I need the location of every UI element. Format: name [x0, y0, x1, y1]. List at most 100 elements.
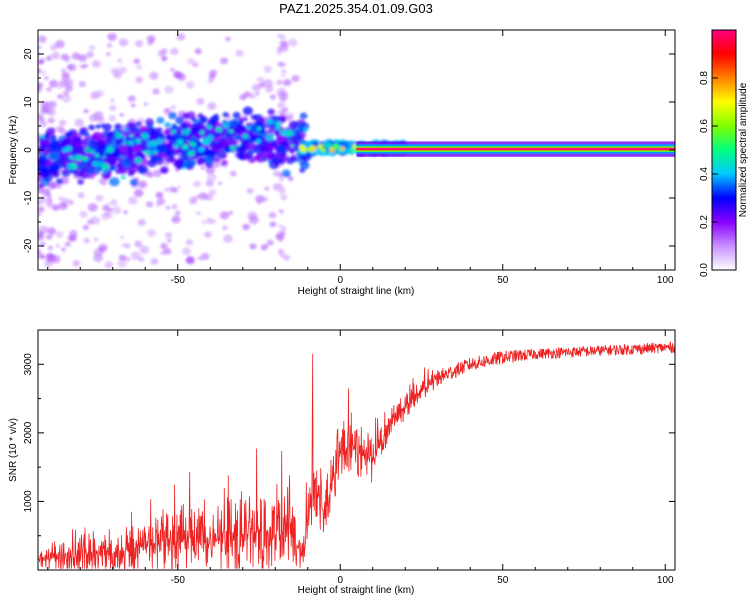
spectrogram-cell-1388 [69, 163, 78, 170]
spectrogram-cell-1393 [270, 120, 275, 124]
spectrogram-cell-1115 [251, 134, 259, 141]
spectrogram-cell-73 [207, 78, 214, 84]
spectrogram-cell-1312 [171, 136, 177, 141]
spectrogram-cell-227 [109, 199, 118, 206]
spectrogram-cell-133 [209, 69, 218, 77]
spectrogram-cell-287 [121, 243, 126, 247]
spectrogram-cell-1238 [90, 134, 98, 140]
spectrogram-cell-1346 [144, 149, 152, 156]
spectrogram-cell-1189 [296, 134, 303, 140]
spectrogram-cell-311 [219, 211, 230, 220]
spectrogram-cell-11 [118, 66, 127, 74]
spectrogram-cell-997 [64, 131, 72, 138]
spectrogram-cell-70 [211, 161, 220, 168]
spectrogram-cell-347 [40, 101, 50, 109]
spectrogram-blobs [38, 33, 409, 269]
spectrogram-cell-1352 [185, 128, 191, 134]
spectrogram-cell-1182 [246, 143, 254, 150]
spectrogram-cell-292 [191, 195, 198, 201]
spectrogram-cell-1335 [127, 170, 135, 177]
spectrogram-cell-1363 [197, 146, 205, 153]
spectrogram-cell-182 [67, 199, 74, 205]
spectrogram-cell-418 [278, 209, 283, 213]
spectrogram-cell-1375 [204, 137, 211, 144]
spectrogram-cell-343 [201, 253, 210, 260]
spectrogram-cell-626 [114, 123, 122, 130]
spectrogram-cell-307 [251, 83, 261, 92]
spectrogram-cell-39 [72, 260, 81, 267]
spectrogram-cell-237 [40, 254, 46, 260]
spectrogram-cell-1374 [199, 130, 205, 135]
spectrogram-cell-118 [185, 239, 194, 246]
snr-background [38, 330, 675, 570]
spectrogram-cell-1372 [151, 149, 158, 155]
spectrogram-cell-1322 [136, 152, 143, 159]
ytick-label-0: 0 [23, 147, 34, 153]
spectrogram-cell-176 [123, 210, 128, 215]
spectrogram-cell-93 [106, 52, 111, 56]
ytick-label-10: 10 [23, 96, 34, 108]
spectrogram-cell-915 [44, 134, 50, 140]
spectrogram-cell-226 [185, 81, 195, 89]
spectrogram-cell-344 [229, 170, 237, 177]
spectrogram-cell-69 [108, 115, 117, 122]
spectrogram-cell-241 [86, 51, 94, 58]
spectrogram-cell-1373 [222, 122, 230, 129]
spectrogram-cell-0 [155, 191, 164, 199]
spectrogram-cell-959 [78, 172, 85, 178]
spectrogram-cell-80 [283, 79, 292, 86]
spectrogram-cell-1366 [206, 124, 213, 130]
spectrogram-cell-769 [164, 134, 172, 141]
spectrogram-cell-411 [280, 90, 288, 97]
spectrogram-cell-210 [263, 79, 274, 88]
spectrogram-cell-198 [165, 206, 171, 210]
spectrogram-cell-305 [235, 49, 244, 57]
spectrogram-cell-124 [117, 260, 127, 268]
spectrogram-cell-60 [61, 72, 70, 80]
snr-ytick-label-2000: 2000 [23, 421, 34, 444]
spectrogram-cell-370 [102, 205, 109, 211]
spectrogram-cell-1282 [254, 120, 264, 129]
spectrogram-cell-500 [222, 112, 229, 118]
spectrogram-cell-285 [217, 181, 223, 186]
spectrogram-cell-1005 [164, 122, 172, 128]
spectrogram-cell-1212 [63, 169, 69, 175]
spectrogram-cell-430 [277, 62, 282, 66]
spectrogram-cell-59 [255, 91, 260, 96]
spectrogram-cell-1127 [118, 167, 127, 175]
spectrogram-cell-306 [222, 225, 228, 230]
spectrogram-cell-323 [194, 48, 202, 55]
spectrogram-cell-288 [38, 234, 45, 241]
spectrogram-cell-286 [55, 40, 65, 49]
spectrogram-cell-47 [170, 105, 176, 111]
spectrogram-cell-379 [83, 63, 89, 68]
spectrogram-cell-213 [95, 89, 104, 97]
spectrogram-cell-1383 [77, 155, 83, 160]
spectrogram-cell-1283 [122, 159, 132, 167]
spectrogram-cell-1377 [256, 126, 262, 131]
spectrogram-cell-1648 [352, 144, 357, 148]
spectrogram-cell-230 [246, 188, 254, 194]
spectrogram-cell-1210 [265, 152, 275, 161]
cbar-label-0.2: 0.2 [699, 215, 710, 229]
spectrogram-cell-383 [280, 225, 287, 231]
spectrogram-cell-304 [106, 212, 113, 219]
spectrogram-cell-1235 [111, 148, 122, 158]
spectrogram-cell-422 [280, 230, 287, 236]
xtick-label-0: 0 [337, 575, 343, 586]
spectrogram-cell-403 [279, 97, 287, 103]
spectrogram-cell-296 [119, 112, 125, 117]
spectrogram-cell-375 [46, 87, 52, 92]
spectrogram-cell-349 [71, 52, 81, 60]
spectrogram-ylabel: Frequency (Hz) [8, 116, 19, 185]
spectrogram-cell-1384 [303, 128, 308, 132]
spectrogram-cell-166 [118, 38, 129, 47]
xtick-label--50: -50 [171, 575, 186, 586]
cbar-label-0: 0.0 [699, 263, 710, 277]
spectrogram-cell-1321 [238, 120, 244, 125]
spectrogram-cell-273 [62, 94, 72, 103]
spectrogram-cell-1348 [106, 146, 115, 153]
spectrogram-cell-298 [112, 206, 122, 214]
spectrogram-cell-361 [138, 180, 148, 189]
